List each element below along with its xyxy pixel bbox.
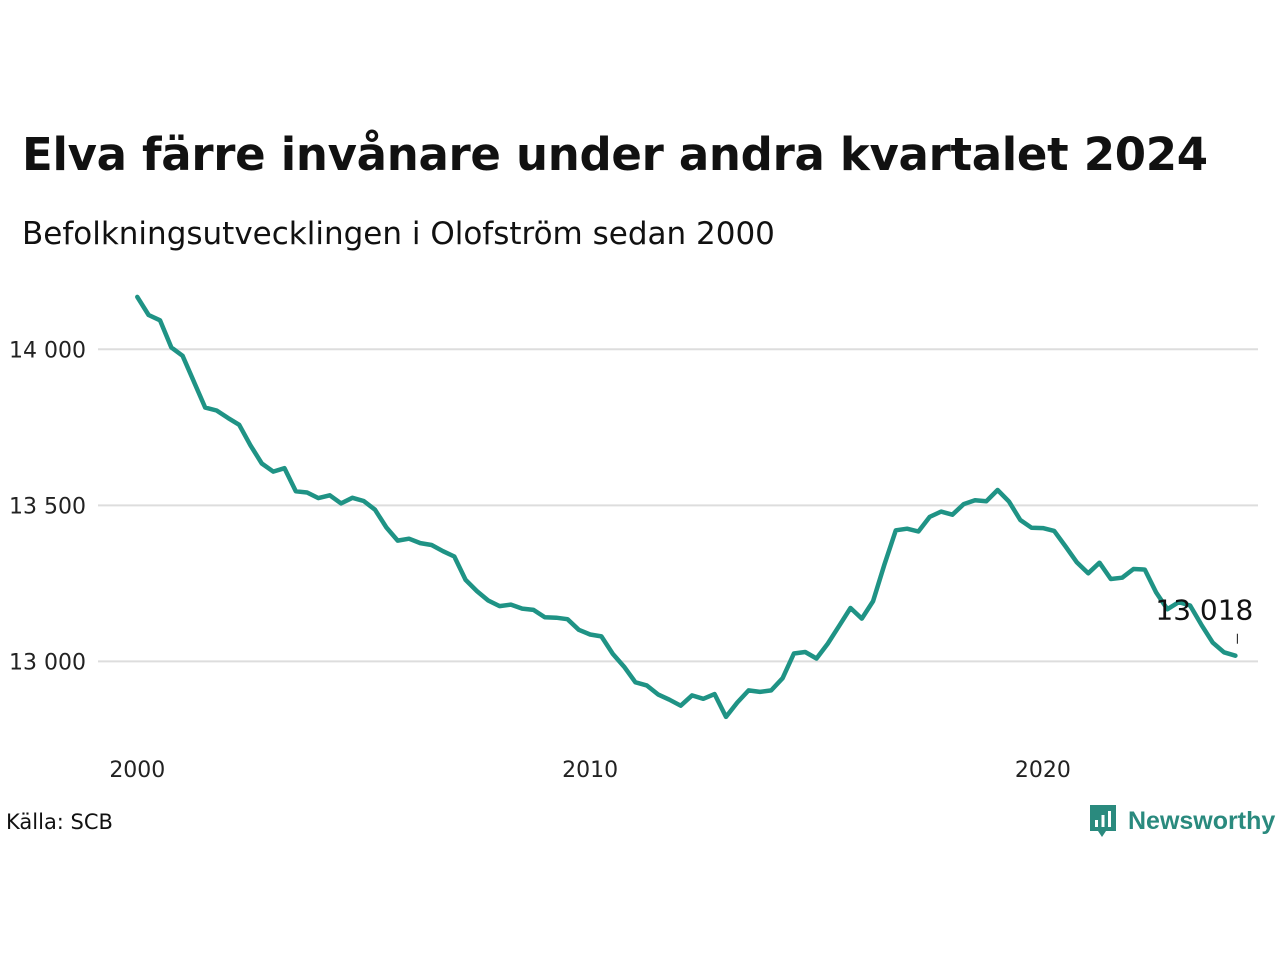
newsworthy-logo: Newsworthy <box>1088 803 1275 839</box>
y-tick-label: 13 500 <box>9 494 86 519</box>
last-value-label: 13 018 <box>1155 594 1253 627</box>
last-value-annotation: 13 018 <box>1155 594 1253 644</box>
y-tick-label: 13 000 <box>9 650 86 675</box>
series-population <box>135 294 1238 720</box>
x-tick-label: 2000 <box>109 758 165 783</box>
newsworthy-logo-text: Newsworthy <box>1128 806 1276 835</box>
x-tick-label: 2010 <box>562 758 618 783</box>
newsworthy-logo-icon <box>1090 805 1116 837</box>
chart-subtitle: Befolkningsutvecklingen i Olofström seda… <box>22 216 775 252</box>
x-tick-label: 2020 <box>1015 758 1071 783</box>
series-line <box>135 294 1238 720</box>
chart-title: Elva färre invånare under andra kvartale… <box>22 128 1208 181</box>
x-axis-labels: 2000 2010 2020 <box>109 758 1071 783</box>
y-axis-labels: 13 000 13 500 14 000 <box>9 338 86 675</box>
source-note: Källa: SCB <box>6 810 113 834</box>
y-tick-label: 14 000 <box>9 338 86 363</box>
grid-lines <box>98 348 1258 663</box>
